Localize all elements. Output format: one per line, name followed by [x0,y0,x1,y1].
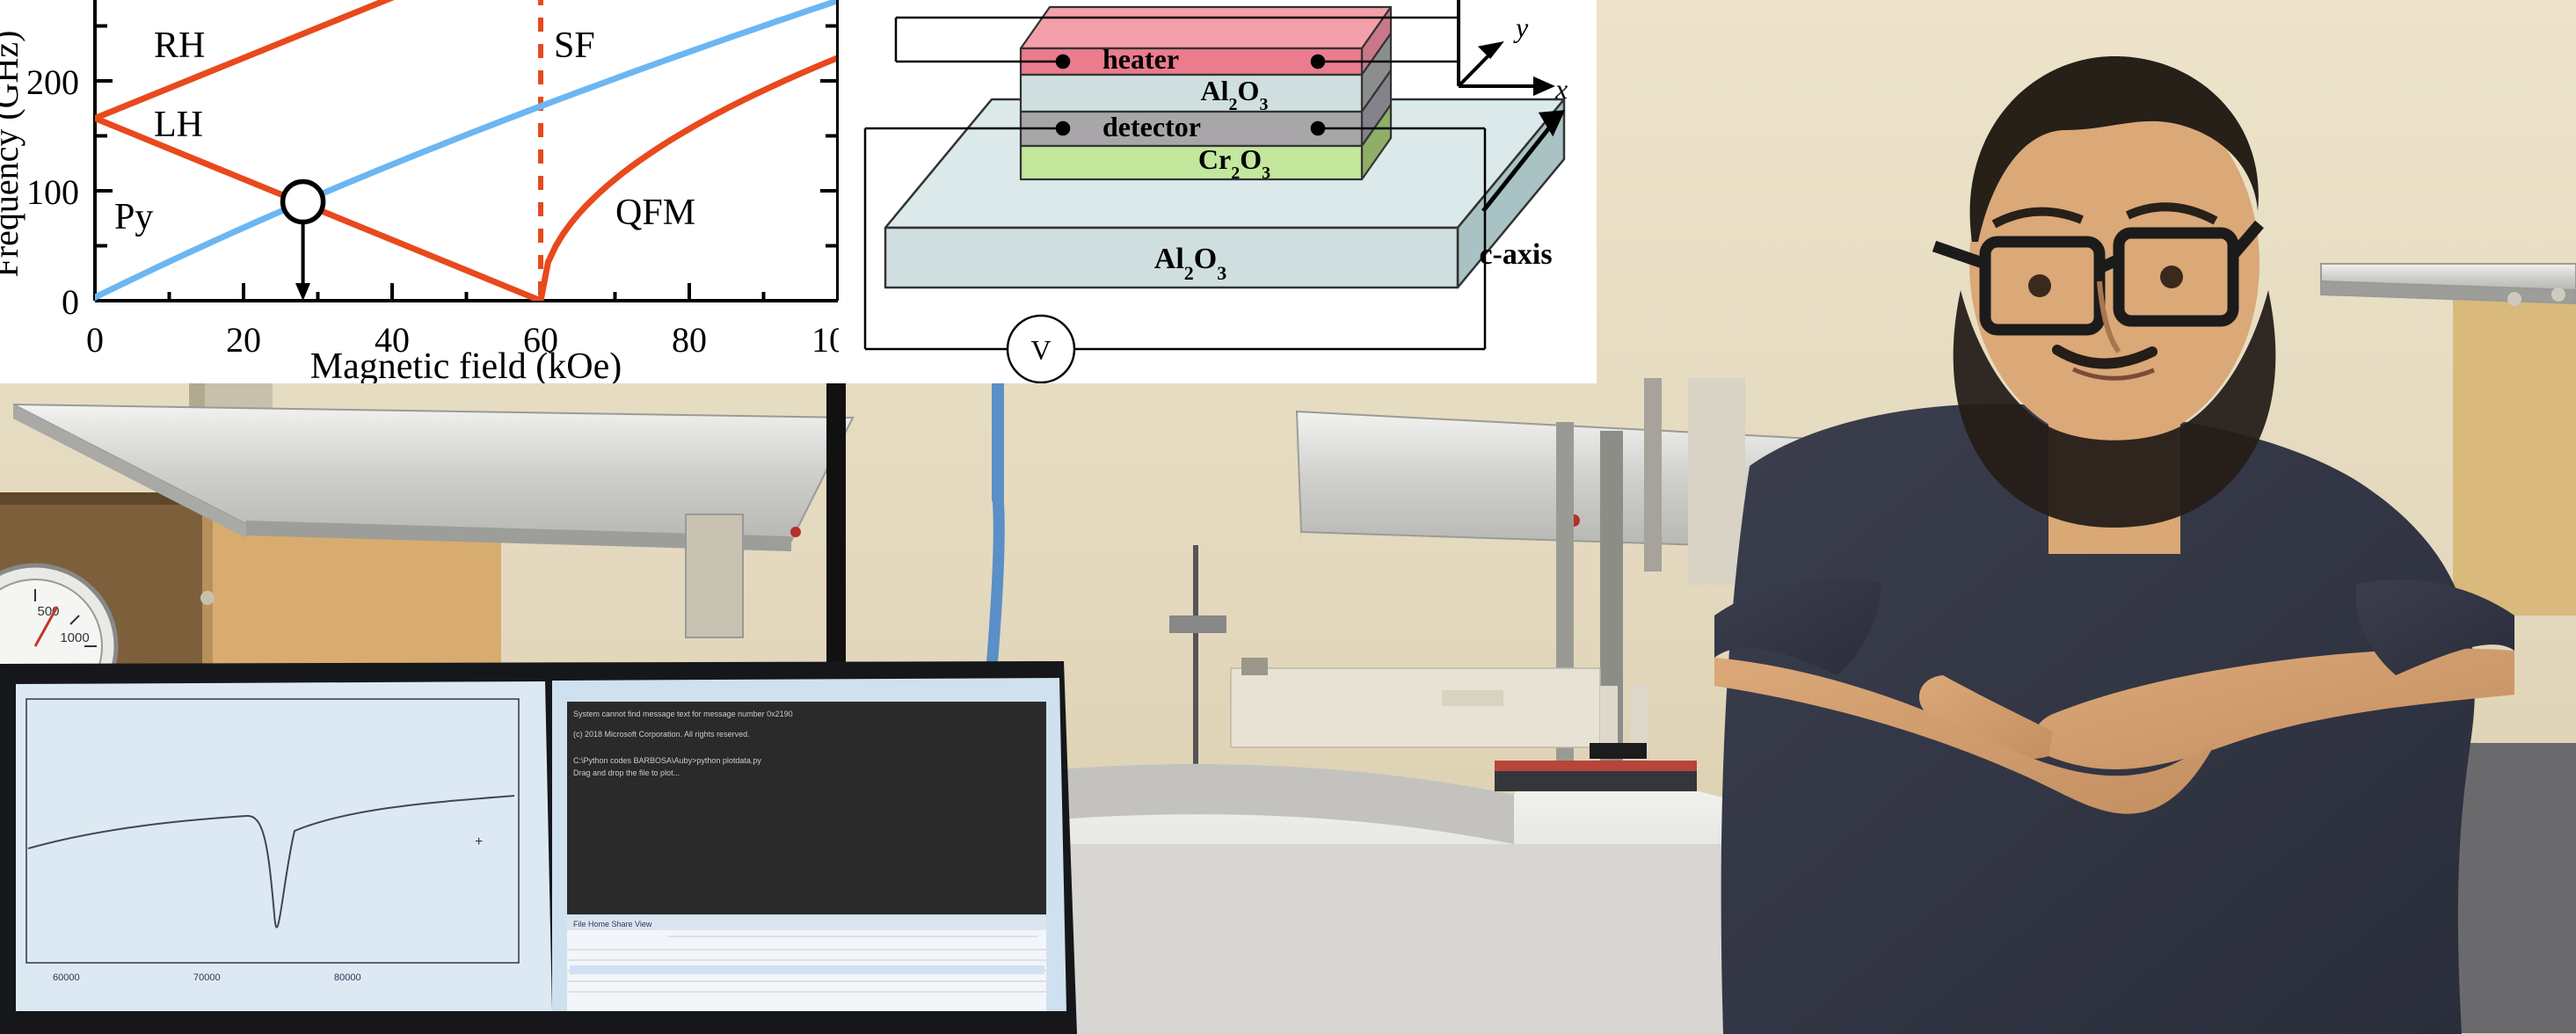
svg-text:System cannot find message tex: System cannot find message text for mess… [573,710,793,718]
svg-text:QFM: QFM [615,193,695,233]
svg-text:60000: 60000 [53,972,80,983]
svg-text:Py: Py [114,197,153,237]
svg-text:0: 0 [62,282,79,322]
svg-text:+: + [475,834,483,849]
svg-text:C:\Python codes BARBOSA\Auby>p: C:\Python codes BARBOSA\Auby>python plot… [573,756,761,765]
svg-text:heater: heater [1102,43,1179,75]
svg-text:LH: LH [154,105,203,145]
svg-text:20: 20 [226,320,261,360]
svg-text:V: V [1030,334,1051,366]
svg-text:100: 100 [811,320,839,360]
svg-text:File Home Share View: File Home Share View [573,920,652,928]
svg-text:200: 200 [26,62,79,102]
svg-text:80000: 80000 [334,972,361,983]
svg-text:y: y [1513,11,1529,43]
svg-text:1000: 1000 [60,630,89,645]
svg-text:Magnetic field (kOe): Magnetic field (kOe) [310,346,622,383]
svg-text:70000: 70000 [193,972,221,983]
svg-text:c-axis: c-axis [1479,238,1552,271]
svg-text:SF: SF [554,25,595,66]
svg-text:0: 0 [86,320,104,360]
svg-text:Drag and drop the file to plot: Drag and drop the file to plot... [573,768,680,777]
svg-text:100: 100 [26,172,79,212]
svg-text:RH: RH [154,25,205,66]
svg-text:detector: detector [1102,111,1201,142]
svg-text:x: x [1554,73,1568,105]
svg-text:80: 80 [672,320,707,360]
svg-text:(c) 2018 Microsoft Corporation: (c) 2018 Microsoft Corporation. All righ… [573,730,750,739]
svg-text:Frequency (GHz): Frequency (GHz) [0,31,25,278]
